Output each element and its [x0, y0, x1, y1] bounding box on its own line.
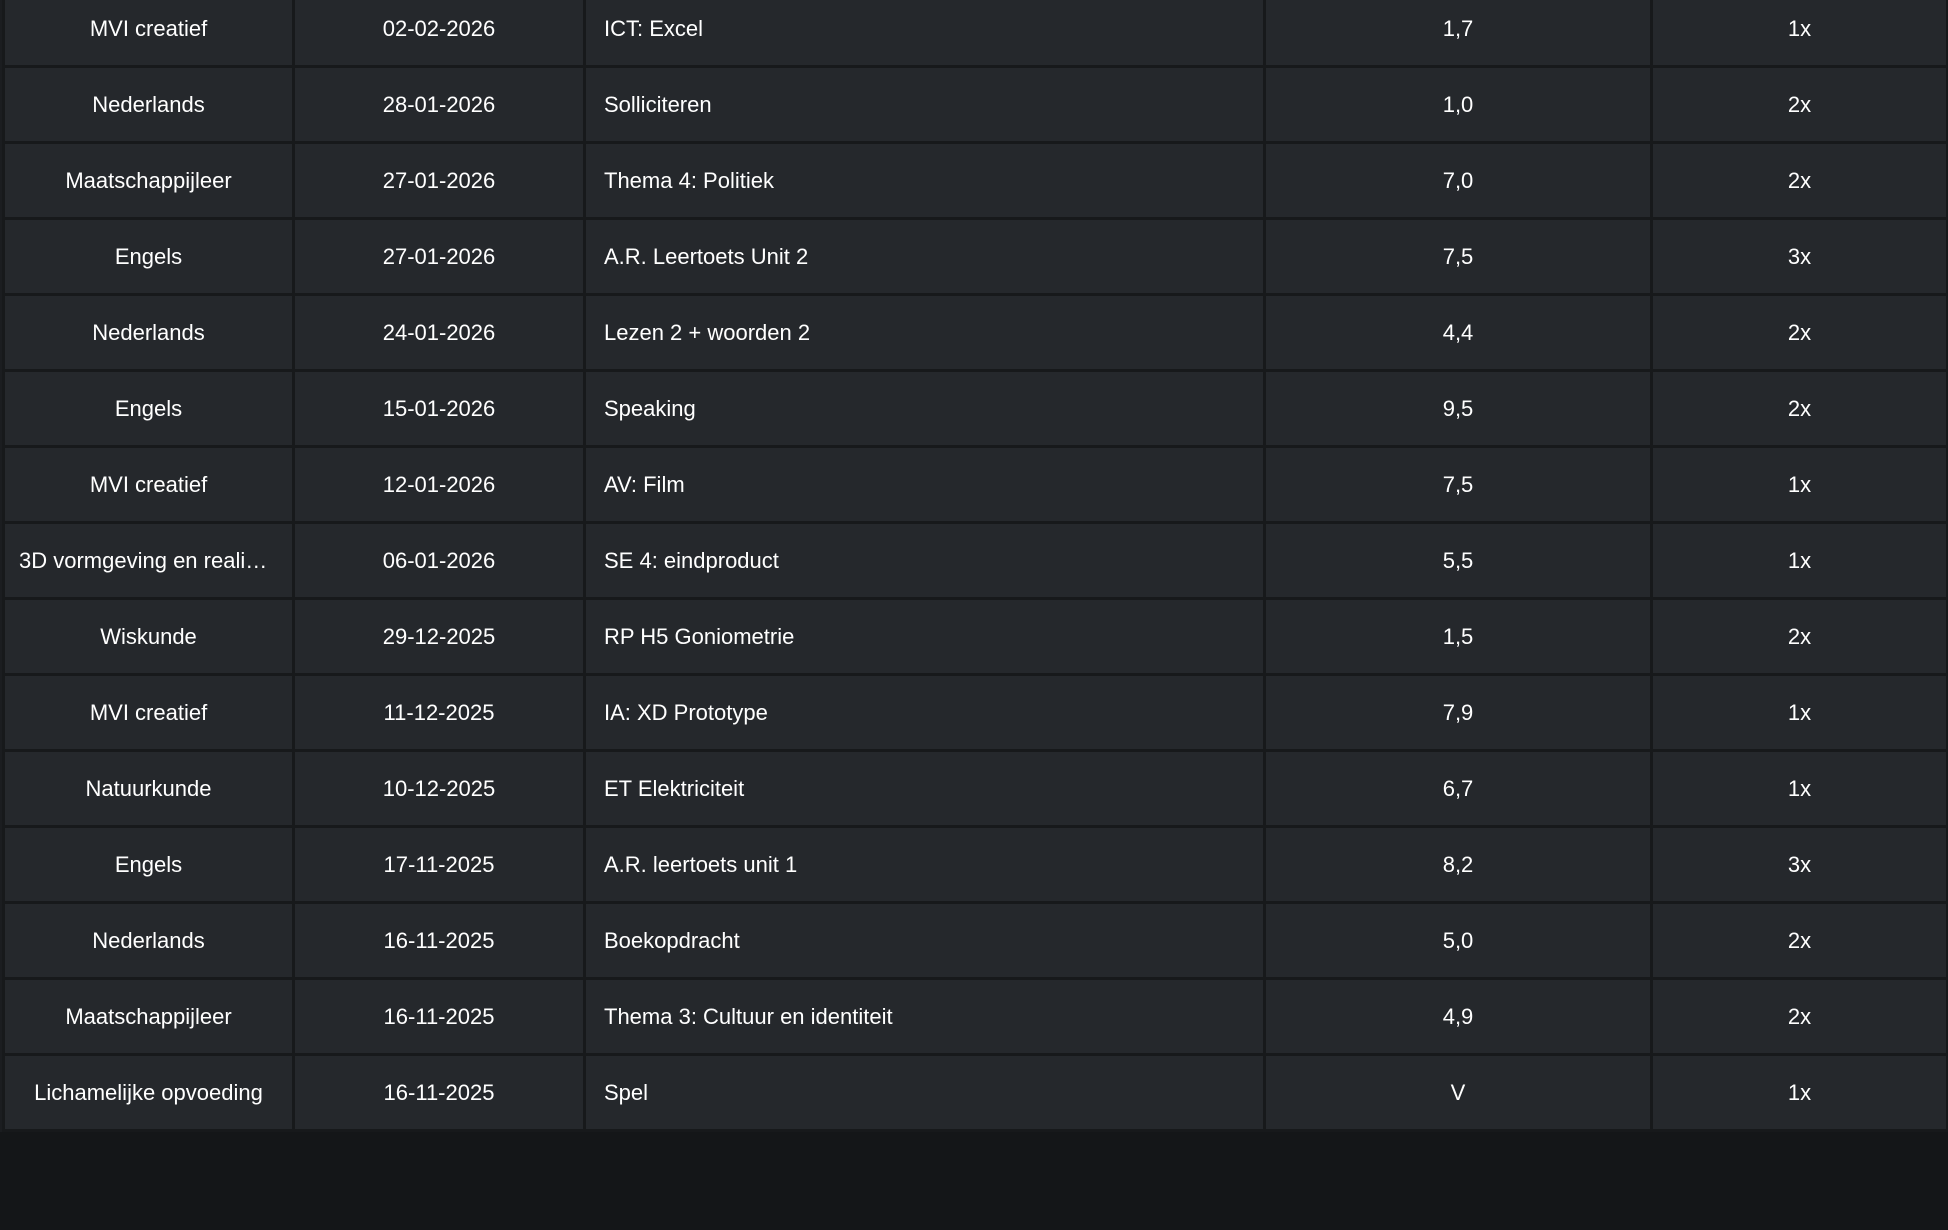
table-row[interactable]: Engels 27-01-2026 A.R. Leertoets Unit 2 7,5… [2, 217, 1948, 296]
cell-date: 12-01-2026 [292, 445, 586, 524]
cell-subject: Wiskunde [2, 597, 295, 676]
cell-description: Thema 3: Cultuur en identiteit [583, 977, 1266, 1056]
cell-date: 16-11-2025 [292, 1053, 586, 1132]
cell-subject: Maatschappijleer [2, 141, 295, 220]
cell-subject: Lichamelijke opvoeding [2, 1053, 295, 1132]
cell-date: 24-01-2026 [292, 293, 586, 372]
cell-grade: 7,5 [1263, 445, 1653, 524]
table-row[interactable]: Natuurkunde 10-12-2025 ET Elektriciteit 6,7… [2, 749, 1948, 828]
cell-date: 16-11-2025 [292, 901, 586, 980]
cell-subject: MVI creatief [2, 0, 295, 68]
cell-date: 17-11-2025 [292, 825, 586, 904]
cell-description: SE 4: eindproduct [583, 521, 1266, 600]
table-row[interactable]: Engels 15-01-2026 Speaking 9,5 2x [2, 369, 1948, 448]
cell-subject: MVI creatief [2, 673, 295, 752]
cell-subject: Engels [2, 369, 295, 448]
table-row[interactable]: Wiskunde 29-12-2025 RP H5 Goniometrie 1,5 2x [2, 597, 1948, 676]
table-row[interactable]: Lichamelijke opvoeding 16-11-2025 Spel V 1x [2, 1053, 1948, 1132]
cell-grade: 6,7 [1263, 749, 1653, 828]
cell-date: 15-01-2026 [292, 369, 586, 448]
table-row[interactable]: Nederlands 28-01-2026 Solliciteren 1,0 2x [2, 65, 1948, 144]
table-row[interactable]: Maatschappijleer 27-01-2026 Thema 4: Polit… [2, 141, 1948, 220]
table-row[interactable]: MVI creatief 11-12-2025 IA: XD Prototype 7,… [2, 673, 1948, 752]
cell-subject: 3D vormgeving en realisatie [2, 521, 295, 600]
grades-table-container: MVI creatief 02-02-2026 ICT: Excel 1,7 1x Ned… [0, 0, 1948, 1132]
cell-date: 02-02-2026 [292, 0, 586, 68]
table-row[interactable]: 3D vormgeving en realisatie 06-01-2026 SE … [2, 521, 1948, 600]
cell-description: Lezen 2 + woorden 2 [583, 293, 1266, 372]
cell-subject: Nederlands [2, 293, 295, 372]
cell-weight: 3x [1650, 825, 1948, 904]
cell-description: Speaking [583, 369, 1266, 448]
cell-date: 28-01-2026 [292, 65, 586, 144]
cell-grade: 7,9 [1263, 673, 1653, 752]
cell-weight: 2x [1650, 141, 1948, 220]
cell-grade: 9,5 [1263, 369, 1653, 448]
table-row[interactable]: MVI creatief 12-01-2026 AV: Film 7,5 1x [2, 445, 1948, 524]
cell-subject: MVI creatief [2, 445, 295, 524]
table-row[interactable]: Nederlands 16-11-2025 Boekopdracht 5,0 2x [2, 901, 1948, 980]
cell-grade: 7,0 [1263, 141, 1653, 220]
cell-subject: Nederlands [2, 901, 295, 980]
cell-grade: V [1263, 1053, 1653, 1132]
cell-date: 06-01-2026 [292, 521, 586, 600]
cell-description: Thema 4: Politiek [583, 141, 1266, 220]
cell-weight: 2x [1650, 597, 1948, 676]
cell-date: 10-12-2025 [292, 749, 586, 828]
cell-weight: 2x [1650, 977, 1948, 1056]
cell-grade: 5,5 [1263, 521, 1653, 600]
cell-description: AV: Film [583, 445, 1266, 524]
table-row[interactable]: Maatschappijleer 16-11-2025 Thema 3: Cultu… [2, 977, 1948, 1056]
cell-weight: 2x [1650, 369, 1948, 448]
cell-date: 16-11-2025 [292, 977, 586, 1056]
cell-weight: 1x [1650, 1053, 1948, 1132]
cell-weight: 3x [1650, 217, 1948, 296]
cell-grade: 1,5 [1263, 597, 1653, 676]
cell-description: IA: XD Prototype [583, 673, 1266, 752]
cell-grade: 5,0 [1263, 901, 1653, 980]
cell-subject: Maatschappijleer [2, 977, 295, 1056]
cell-subject: Nederlands [2, 65, 295, 144]
cell-subject: Engels [2, 217, 295, 296]
cell-weight: 1x [1650, 749, 1948, 828]
cell-weight: 1x [1650, 0, 1948, 68]
cell-weight: 1x [1650, 445, 1948, 524]
cell-description: ET Elektriciteit [583, 749, 1266, 828]
cell-description: ICT: Excel [583, 0, 1266, 68]
cell-description: A.R. leertoets unit 1 [583, 825, 1266, 904]
cell-weight: 2x [1650, 901, 1948, 980]
cell-weight: 1x [1650, 521, 1948, 600]
cell-description: Spel [583, 1053, 1266, 1132]
cell-date: 11-12-2025 [292, 673, 586, 752]
cell-grade: 1,0 [1263, 65, 1653, 144]
cell-grade: 4,9 [1263, 977, 1653, 1056]
cell-grade: 4,4 [1263, 293, 1653, 372]
table-row[interactable]: Engels 17-11-2025 A.R. leertoets unit 1 8,2… [2, 825, 1948, 904]
cell-description: Boekopdracht [583, 901, 1266, 980]
cell-subject: Natuurkunde [2, 749, 295, 828]
cell-weight: 1x [1650, 673, 1948, 752]
table-row[interactable]: MVI creatief 02-02-2026 ICT: Excel 1,7 1x [2, 0, 1948, 68]
cell-description: A.R. Leertoets Unit 2 [583, 217, 1266, 296]
cell-grade: 8,2 [1263, 825, 1653, 904]
cell-weight: 2x [1650, 65, 1948, 144]
cell-date: 29-12-2025 [292, 597, 586, 676]
cell-weight: 2x [1650, 293, 1948, 372]
cell-grade: 1,7 [1263, 0, 1653, 68]
cell-subject: Engels [2, 825, 295, 904]
cell-description: Solliciteren [583, 65, 1266, 144]
cell-date: 27-01-2026 [292, 141, 586, 220]
cell-date: 27-01-2026 [292, 217, 586, 296]
cell-grade: 7,5 [1263, 217, 1653, 296]
grades-table: MVI creatief 02-02-2026 ICT: Excel 1,7 1x Ned… [2, 0, 1948, 1132]
cell-description: RP H5 Goniometrie [583, 597, 1266, 676]
